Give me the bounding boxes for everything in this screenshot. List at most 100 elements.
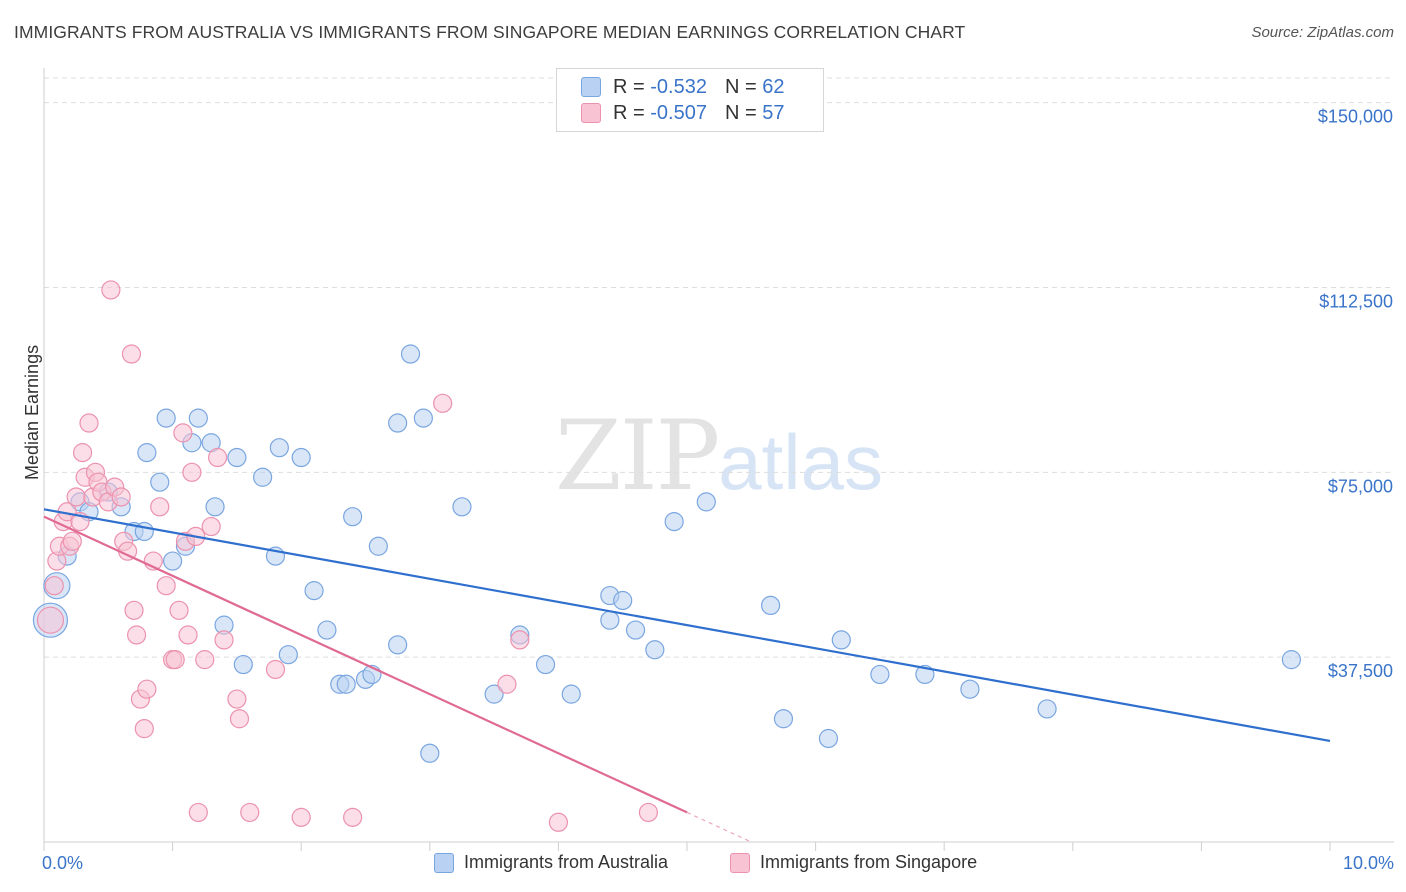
data-point-singapore: [208, 447, 228, 468]
chart-title: IMMIGRANTS FROM AUSTRALIA VS IMMIGRANTS …: [14, 22, 966, 42]
data-point-australia: [156, 408, 176, 428]
data-point-australia: [773, 709, 794, 729]
correlation-legend: R = -0.532 N = 62 R = -0.507 N = 57: [556, 68, 824, 132]
y-tick-label: $75,000: [1328, 476, 1393, 496]
data-point-singapore: [510, 630, 530, 650]
data-point-australia: [269, 438, 289, 458]
data-point-singapore: [165, 650, 185, 670]
data-point-australia: [535, 654, 556, 675]
legend-r-label: R =: [613, 101, 645, 124]
data-point-australia: [343, 507, 363, 527]
data-point-singapore: [169, 600, 189, 620]
legend-r-label: R =: [613, 75, 645, 98]
data-point-singapore: [433, 393, 453, 413]
data-point-singapore: [227, 689, 247, 709]
legend-n-label: N =: [724, 101, 757, 124]
data-point-australia: [645, 640, 665, 660]
data-point-australia: [336, 674, 356, 694]
data-point-singapore: [195, 650, 215, 670]
legend-row-australia: R = -0.532 N = 62: [581, 74, 784, 100]
data-point-australia: [388, 635, 408, 655]
trend-line-extension-singapore: [686, 811, 752, 843]
data-point-singapore: [121, 344, 142, 364]
data-point-australia: [870, 664, 890, 685]
data-point-australia: [613, 590, 633, 611]
data-point-singapore: [188, 802, 208, 823]
data-point-australia: [304, 581, 324, 601]
data-point-australia: [452, 497, 472, 517]
watermark-zip: ZIP: [555, 400, 720, 512]
data-point-australia: [233, 654, 253, 675]
watermark-atlas: atlas: [718, 418, 883, 506]
data-point-singapore: [265, 659, 286, 680]
data-point-australia: [205, 497, 225, 517]
data-point-singapore: [79, 413, 99, 433]
data-point-singapore: [36, 606, 65, 634]
data-point-australia: [253, 467, 273, 487]
data-point-singapore: [201, 516, 221, 537]
data-point-australia: [413, 408, 433, 428]
legend-r-value-australia: -0.532: [650, 75, 707, 98]
data-point-australia: [561, 684, 581, 704]
source-label: Source: ZipAtlas.com: [1251, 24, 1394, 41]
data-point-australia: [664, 512, 684, 532]
data-point-singapore: [548, 812, 569, 832]
data-point-singapore: [343, 807, 363, 827]
legend-n-value-singapore: 57: [762, 101, 785, 124]
data-point-singapore: [124, 600, 144, 620]
legend-n-value-australia: 62: [762, 75, 785, 98]
data-point-australia: [625, 620, 646, 640]
data-point-australia: [831, 630, 851, 650]
bottom-legend-label-singapore: Immigrants from Singapore: [760, 852, 978, 872]
data-point-singapore: [240, 802, 260, 823]
data-point-australia: [1037, 699, 1057, 719]
data-point-australia: [1281, 650, 1302, 670]
y-tick-label: $37,500: [1328, 661, 1393, 681]
data-point-singapore: [156, 576, 176, 596]
data-point-singapore: [173, 423, 193, 443]
data-point-australia: [188, 408, 208, 428]
bottom-legend-label-australia: Immigrants from Australia: [464, 852, 669, 872]
legend-n-label: N =: [724, 75, 757, 98]
data-point-singapore: [214, 630, 234, 650]
data-point-australia: [368, 536, 388, 556]
data-point-australia: [696, 492, 716, 512]
data-point-australia: [484, 684, 504, 704]
data-point-singapore: [497, 674, 517, 694]
data-point-singapore: [638, 802, 659, 823]
data-point-singapore: [229, 709, 250, 729]
data-point-australia: [760, 595, 781, 616]
data-point-australia: [818, 728, 839, 749]
legend-swatch-singapore: [581, 103, 601, 123]
data-point-australia: [150, 472, 170, 492]
data-point-australia: [915, 664, 935, 685]
data-point-singapore: [137, 679, 157, 699]
trend-line-singapore: [43, 515, 688, 814]
legend-swatch-australia: [581, 77, 601, 97]
legend-row-singapore: R = -0.507 N = 57: [581, 100, 784, 126]
data-point-australia: [291, 447, 311, 468]
data-point-singapore: [178, 625, 198, 645]
legend-r-value-singapore: -0.507: [650, 101, 707, 124]
data-point-singapore: [126, 625, 147, 645]
bottom-legend-swatch-singapore: [730, 852, 750, 873]
data-point-australia: [163, 551, 183, 571]
bottom-legend-swatch-australia: [434, 852, 454, 873]
data-point-singapore: [182, 462, 202, 482]
x-tick-label: 0.0%: [42, 853, 83, 873]
trend-line-australia: [43, 508, 1331, 743]
data-point-australia: [960, 679, 980, 699]
data-point-singapore: [66, 487, 86, 507]
data-point-singapore: [134, 719, 154, 739]
y-axis-title: Median Earnings: [22, 344, 42, 480]
data-point-singapore: [111, 487, 131, 507]
data-point-singapore: [72, 443, 93, 463]
data-point-singapore: [44, 576, 64, 596]
data-point-australia: [600, 610, 620, 630]
data-point-singapore: [291, 807, 311, 827]
data-point-australia: [137, 443, 157, 463]
y-tick-label: $112,500: [1319, 291, 1393, 311]
bottom-legend-singapore: Immigrants from Singapore: [730, 852, 977, 873]
bottom-legend-australia: Immigrants from Australia: [434, 852, 668, 873]
